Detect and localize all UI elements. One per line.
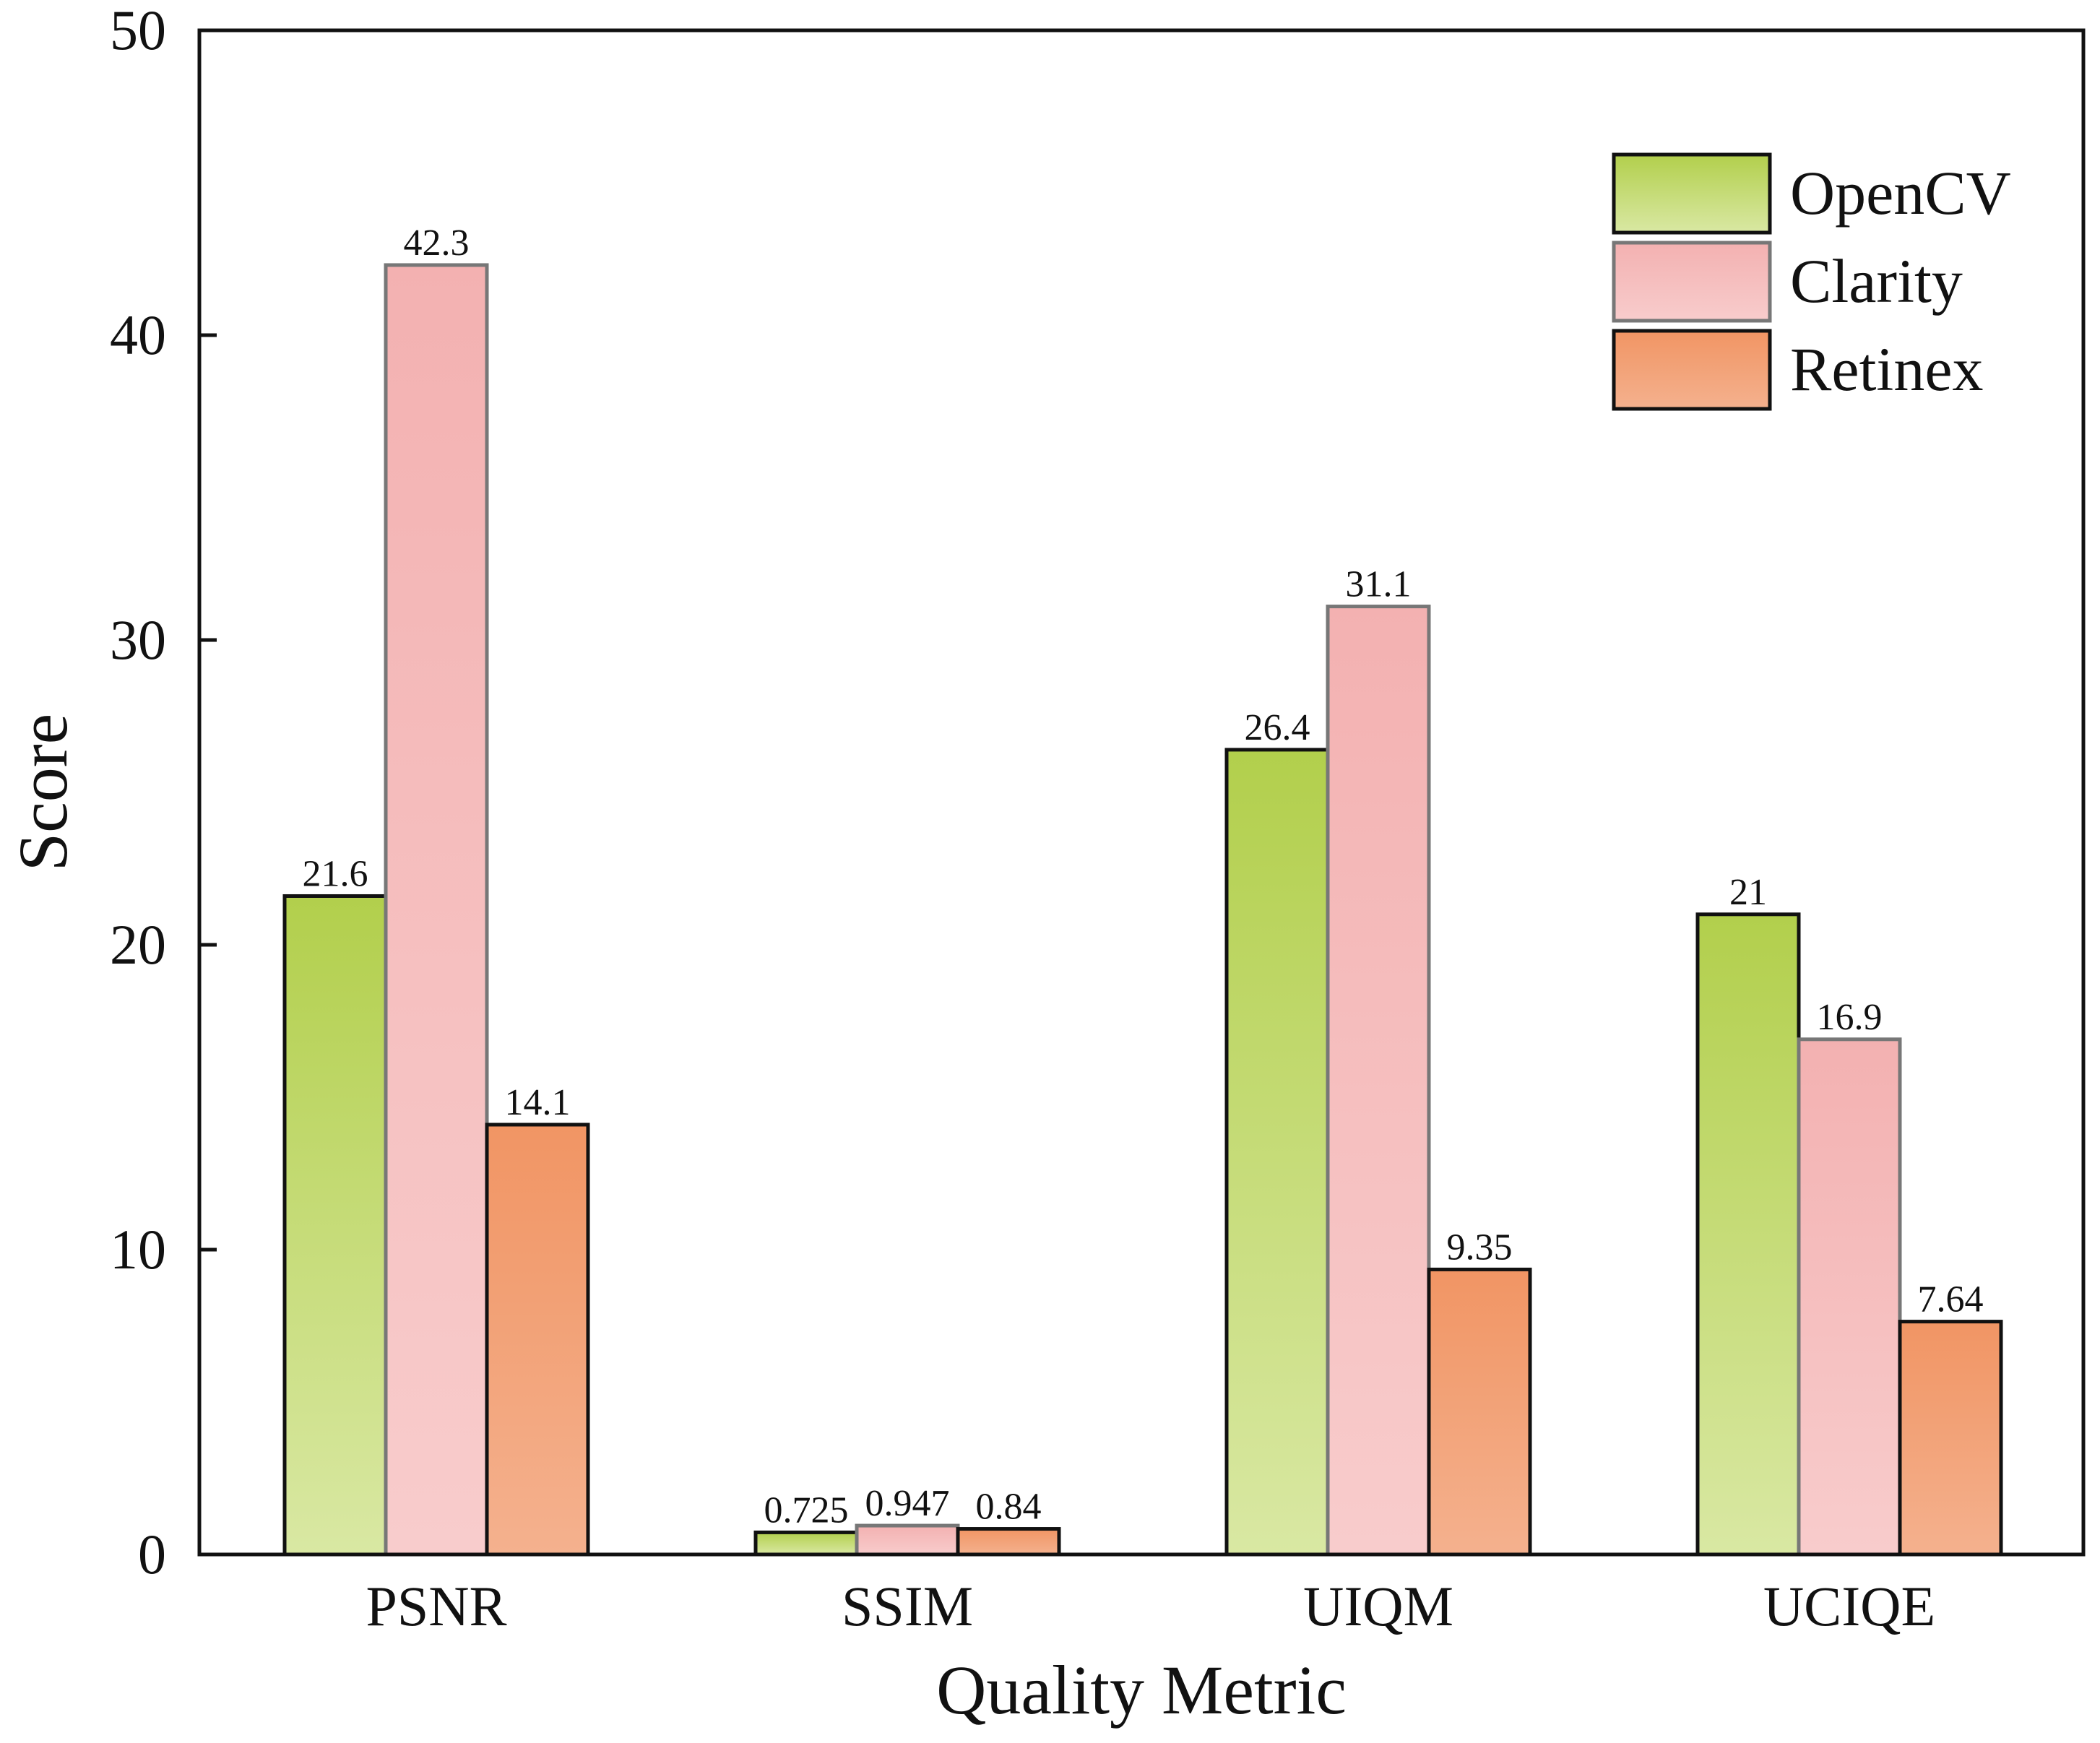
y-tick-label: 40	[110, 303, 166, 366]
bar-clarity-uiqm	[1326, 605, 1431, 1557]
x-axis-title: Quality Metric	[936, 1651, 1347, 1729]
x-tick-label-ssim: SSIM	[842, 1575, 973, 1638]
y-axis-title: Score	[4, 714, 82, 872]
x-tick-label-uiqm: UIQM	[1303, 1575, 1453, 1638]
data-labels-layer: 21.6 0.725 26.4 21 42.3 0.947 31.1 16.9 14.1 0.84…	[303, 222, 1984, 1531]
data-label-opencv-psnr: 21.6	[303, 853, 368, 894]
x-tick-label-psnr: PSNR	[366, 1575, 506, 1638]
legend-swatch-retinex	[1612, 329, 1772, 411]
y-tick-label: 50	[110, 0, 166, 61]
plot-frame	[197, 28, 2086, 1557]
bars-layer	[282, 263, 2003, 1557]
bar-clarity-uciqe	[1797, 1037, 1902, 1557]
legend: OpenCV Clarity Retinex	[1612, 152, 2011, 411]
legend-label-retinex: Retinex	[1790, 334, 1984, 404]
data-label-retinex-uciqe: 7.64	[1918, 1279, 1984, 1320]
bar-retinex-ssim	[956, 1527, 1061, 1557]
y-tick-label: 30	[110, 608, 166, 671]
data-label-clarity-ssim: 0.947	[865, 1483, 950, 1524]
data-label-clarity-uiqm: 31.1	[1346, 564, 1412, 605]
y-tick-label: 10	[110, 1218, 166, 1281]
x-tick-label-uciqe: UCIQE	[1763, 1575, 1935, 1638]
bar-retinex-uciqe	[1898, 1320, 2003, 1557]
data-label-opencv-uiqm: 26.4	[1245, 707, 1310, 748]
data-label-opencv-uciqe: 21	[1729, 872, 1767, 913]
bar-retinex-psnr	[485, 1123, 590, 1557]
data-label-opencv-ssim: 0.725	[764, 1489, 849, 1531]
data-label-retinex-psnr: 14.1	[505, 1082, 571, 1123]
bar-opencv-uiqm	[1224, 748, 1330, 1557]
legend-swatch-opencv	[1612, 152, 1772, 235]
bar-opencv-uciqe	[1695, 912, 1801, 1557]
bar-clarity-psnr	[384, 263, 489, 1557]
data-label-retinex-ssim: 0.84	[976, 1487, 1042, 1528]
x-axis: PSNR SSIM UIQM UCIQE	[366, 1575, 1935, 1638]
legend-swatch-clarity	[1612, 241, 1772, 323]
data-label-retinex-uiqm: 9.35	[1447, 1227, 1513, 1268]
bar-opencv-psnr	[282, 894, 388, 1557]
y-axis: 0 10 20 30 40 50	[110, 0, 217, 1586]
y-tick-label: 20	[110, 913, 166, 976]
bar-opencv-ssim	[753, 1530, 859, 1557]
data-label-clarity-psnr: 42.3	[404, 222, 470, 264]
y-tick-label: 0	[138, 1523, 166, 1586]
bar-clarity-ssim	[855, 1523, 960, 1557]
legend-label-clarity: Clarity	[1790, 246, 1963, 316]
data-label-clarity-uciqe: 16.9	[1817, 997, 1883, 1038]
legend-label-opencv: OpenCV	[1790, 158, 2011, 228]
bar-retinex-uiqm	[1427, 1267, 1532, 1557]
